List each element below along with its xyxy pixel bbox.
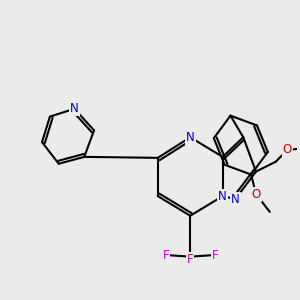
Text: N: N	[231, 193, 240, 206]
Text: F: F	[162, 248, 169, 262]
Text: O: O	[283, 143, 292, 157]
Text: N: N	[218, 190, 227, 202]
Text: F: F	[187, 254, 194, 266]
Text: F: F	[212, 248, 218, 262]
Text: N: N	[186, 131, 195, 144]
Text: N: N	[70, 102, 79, 115]
Text: O: O	[251, 188, 261, 201]
Text: O: O	[283, 143, 292, 157]
